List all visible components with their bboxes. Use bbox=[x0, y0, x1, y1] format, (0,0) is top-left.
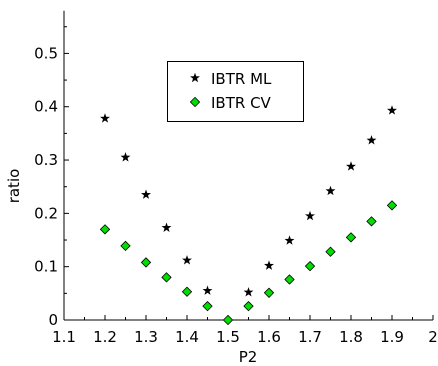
legend: IBTR ML IBTR CV bbox=[167, 61, 304, 122]
x-tick-label: 1.5 bbox=[216, 328, 240, 346]
data-point-star bbox=[202, 285, 213, 295]
data-point-star bbox=[284, 235, 295, 245]
data-point-star bbox=[120, 152, 131, 162]
x-tick-label: 1.9 bbox=[380, 328, 404, 346]
x-tick-label: 1.4 bbox=[175, 328, 199, 346]
x-axis-ticks: 1.1 1.2 1.3 1.4 1.5 1.6 1.7 1.8 1.9 2 bbox=[52, 315, 438, 346]
data-point-star bbox=[346, 161, 356, 171]
legend-marker bbox=[189, 96, 201, 108]
data-point-diamond bbox=[181, 286, 193, 297]
y-axis-title: ratio bbox=[5, 169, 23, 204]
y-tick-label: 0.4 bbox=[34, 98, 58, 116]
x-tick-label: 1.6 bbox=[257, 328, 281, 346]
x-tick-label: 1.7 bbox=[298, 328, 322, 346]
data-point-star bbox=[305, 210, 315, 221]
data-point-star bbox=[161, 222, 172, 232]
y-tick-label: 0.2 bbox=[34, 204, 58, 222]
x-tick-label: 1.8 bbox=[339, 328, 363, 346]
data-point-diamond bbox=[325, 246, 336, 257]
data-point-diamond bbox=[263, 287, 275, 298]
data-point-diamond bbox=[161, 272, 172, 283]
legend-label: IBTR CV bbox=[211, 94, 272, 112]
data-point-star bbox=[100, 113, 110, 123]
y-tick-label: 0 bbox=[48, 311, 58, 329]
x-tick-label: 2 bbox=[428, 328, 438, 346]
x-tick-label: 1.3 bbox=[134, 328, 158, 346]
legend-label: IBTR ML bbox=[211, 70, 272, 88]
data-point-diamond bbox=[120, 240, 131, 252]
data-point-diamond bbox=[243, 300, 254, 312]
y-tick-label: 0.3 bbox=[34, 151, 58, 169]
data-point-star bbox=[243, 287, 254, 297]
legend-marker bbox=[190, 72, 200, 83]
series-2 bbox=[99, 200, 398, 326]
y-axis-ticks: 0 0.1 0.2 0.3 0.4 0.5 bbox=[34, 26, 69, 329]
data-point-diamond bbox=[386, 200, 398, 211]
data-point-star bbox=[264, 260, 274, 270]
data-point-diamond bbox=[222, 314, 234, 326]
data-point-diamond bbox=[304, 260, 316, 272]
series-1 bbox=[100, 105, 397, 297]
data-point-star bbox=[325, 185, 336, 196]
legend-box bbox=[167, 61, 304, 122]
data-point-diamond bbox=[202, 300, 213, 312]
data-point-diamond bbox=[345, 232, 357, 243]
data-point-star bbox=[182, 255, 192, 265]
data-point-diamond bbox=[140, 257, 152, 268]
data-point-diamond bbox=[366, 216, 377, 227]
axes bbox=[63, 10, 433, 321]
data-marks bbox=[99, 105, 398, 326]
data-point-star bbox=[141, 189, 151, 199]
data-point-star bbox=[387, 105, 397, 115]
data-point-diamond bbox=[99, 224, 111, 235]
data-point-star bbox=[366, 135, 377, 145]
x-axis-title: P2 bbox=[239, 348, 258, 366]
y-tick-label: 0.1 bbox=[34, 258, 58, 276]
x-tick-label: 1.1 bbox=[52, 328, 76, 346]
y-tick-label: 0.5 bbox=[34, 44, 58, 62]
x-tick-label: 1.2 bbox=[93, 328, 117, 346]
data-point-diamond bbox=[284, 274, 295, 285]
